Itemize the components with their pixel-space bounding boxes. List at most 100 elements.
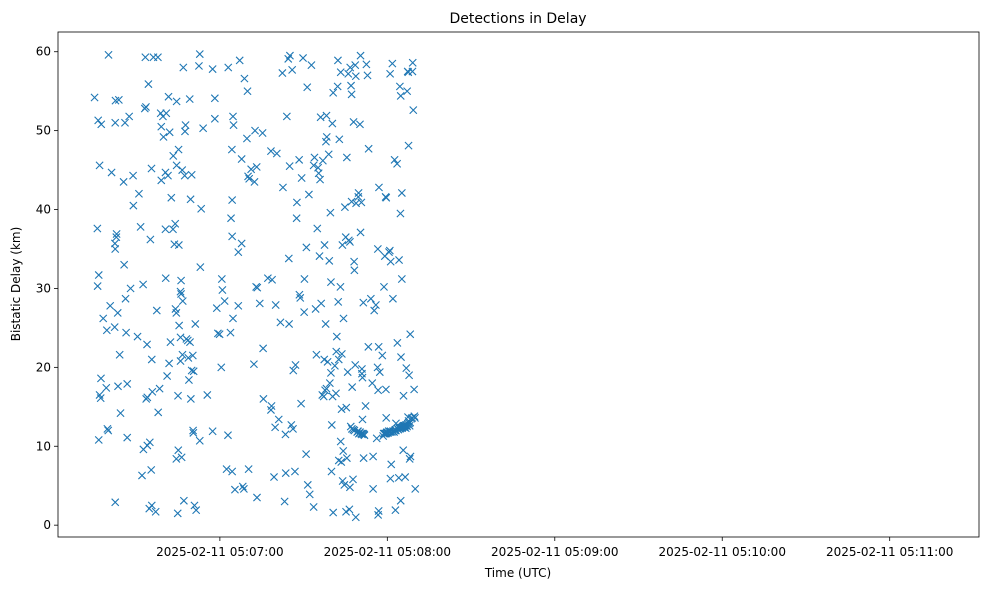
- data-point: [240, 74, 249, 83]
- data-point: [326, 278, 335, 287]
- data-point: [411, 484, 420, 493]
- data-point: [134, 189, 143, 198]
- data-point: [356, 228, 365, 237]
- data-point: [296, 293, 305, 302]
- data-point: [112, 233, 121, 242]
- data-point: [322, 132, 331, 141]
- x-tick-label: 2025-02-11 05:11:00: [826, 545, 953, 559]
- data-point: [224, 63, 233, 72]
- data-point: [94, 116, 103, 125]
- data-point: [409, 106, 418, 115]
- data-point: [351, 61, 360, 70]
- data-point: [174, 241, 183, 250]
- data-point: [259, 344, 268, 353]
- data-point: [178, 297, 187, 306]
- data-point: [93, 282, 102, 291]
- data-point: [303, 83, 312, 92]
- data-point: [189, 428, 198, 437]
- data-point: [172, 97, 181, 106]
- data-point: [190, 501, 199, 510]
- data-point: [165, 359, 174, 368]
- data-point: [176, 357, 185, 366]
- data-point: [325, 256, 334, 265]
- data-point: [346, 63, 355, 72]
- data-point: [328, 119, 337, 128]
- data-point: [227, 214, 236, 223]
- data-point: [161, 225, 170, 234]
- data-point: [174, 391, 182, 400]
- data-point: [338, 476, 347, 485]
- data-point: [321, 319, 330, 328]
- data-point: [291, 360, 300, 369]
- data-point: [237, 155, 246, 164]
- data-point: [322, 384, 331, 393]
- data-point: [342, 153, 351, 162]
- data-point: [177, 453, 186, 462]
- data-point: [192, 506, 201, 515]
- data-point: [297, 399, 306, 408]
- data-point: [397, 353, 405, 362]
- data-point: [404, 141, 413, 150]
- data-point: [326, 208, 335, 217]
- data-point: [350, 257, 359, 266]
- data-point: [237, 239, 246, 248]
- data-point: [96, 374, 105, 383]
- data-point: [382, 193, 391, 202]
- data-point: [210, 94, 219, 103]
- data-point: [295, 155, 304, 164]
- data-point: [312, 350, 321, 359]
- data-point: [199, 124, 208, 133]
- data-point: [387, 460, 396, 469]
- data-point: [177, 276, 186, 285]
- data-point: [330, 361, 339, 370]
- data-point: [310, 153, 319, 162]
- data-point: [110, 239, 119, 248]
- data-point: [302, 450, 311, 459]
- data-point: [332, 347, 341, 356]
- plot-area: [58, 32, 979, 537]
- data-point: [159, 132, 168, 141]
- data-point: [385, 246, 394, 255]
- data-point: [401, 473, 410, 482]
- data-point: [268, 275, 277, 284]
- data-point: [289, 424, 297, 433]
- data-point: [94, 435, 103, 444]
- data-point: [146, 235, 155, 244]
- data-point: [102, 326, 111, 335]
- data-point: [361, 402, 370, 411]
- data-point: [379, 282, 388, 291]
- data-point: [267, 402, 276, 411]
- data-point: [174, 446, 183, 455]
- y-axis-label: Bistatic Delay (km): [9, 227, 23, 342]
- data-point: [251, 126, 260, 135]
- data-point: [405, 421, 414, 430]
- data-point: [318, 156, 327, 165]
- data-point: [351, 72, 360, 81]
- data-point: [410, 413, 419, 422]
- data-point: [123, 433, 132, 442]
- data-point: [320, 241, 329, 250]
- data-point: [292, 214, 301, 223]
- data-point: [408, 67, 417, 76]
- data-point: [239, 484, 248, 493]
- data-point: [336, 68, 345, 77]
- data-point: [342, 507, 351, 516]
- data-point: [329, 88, 338, 97]
- y-tick-label: 0: [43, 518, 51, 532]
- data-point: [208, 427, 217, 436]
- data-point: [355, 120, 364, 129]
- data-point: [289, 366, 298, 375]
- data-point: [253, 283, 262, 292]
- data-point: [372, 434, 381, 443]
- data-point: [391, 506, 400, 515]
- data-point: [276, 318, 285, 327]
- data-point: [230, 485, 239, 494]
- data-point: [139, 280, 148, 289]
- data-points: [90, 50, 420, 522]
- data-point: [177, 289, 186, 298]
- data-point: [396, 209, 405, 218]
- data-point: [263, 274, 272, 283]
- data-point: [147, 355, 156, 364]
- data-point: [125, 112, 134, 121]
